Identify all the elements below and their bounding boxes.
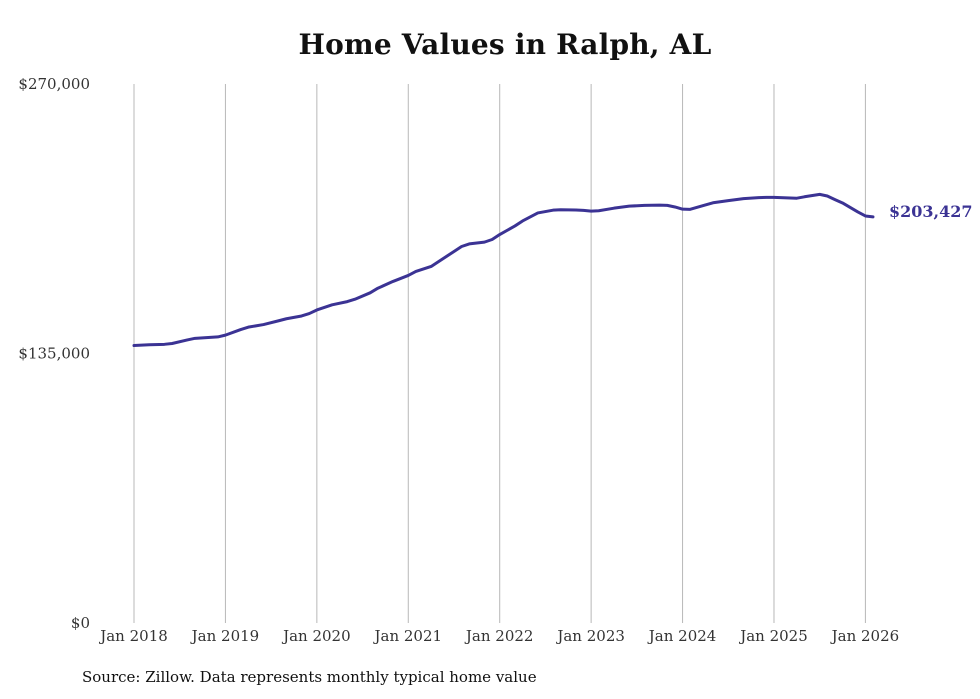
y-tick-label: $0 <box>71 614 90 632</box>
source-note: Source: Zillow. Data represents monthly … <box>82 668 537 686</box>
end-value-label: $203,427 <box>889 202 973 221</box>
x-tick-label: Jan 2018 <box>98 627 168 645</box>
x-tick-label: Jan 2025 <box>738 627 808 645</box>
x-tick-label: Jan 2022 <box>464 627 534 645</box>
x-tick-label: Jan 2020 <box>281 627 351 645</box>
x-tick-label: Jan 2024 <box>647 627 717 645</box>
series-line <box>132 192 875 348</box>
chart-title: Home Values in Ralph, AL <box>298 28 712 61</box>
x-tick-label: Jan 2021 <box>372 627 442 645</box>
x-tick-label: Jan 2026 <box>830 627 900 645</box>
gridlines <box>133 84 866 623</box>
series-layer: $203,427 <box>132 192 973 348</box>
x-tick-label: Jan 2023 <box>555 627 625 645</box>
y-tick-label: $270,000 <box>18 75 90 93</box>
y-tick-label: $135,000 <box>18 345 90 363</box>
x-tick-label: Jan 2019 <box>190 627 260 645</box>
axis-labels: Jan 2018 Jan 2019 Jan 2020 Jan 2021 Jan 2022… <box>18 75 899 645</box>
